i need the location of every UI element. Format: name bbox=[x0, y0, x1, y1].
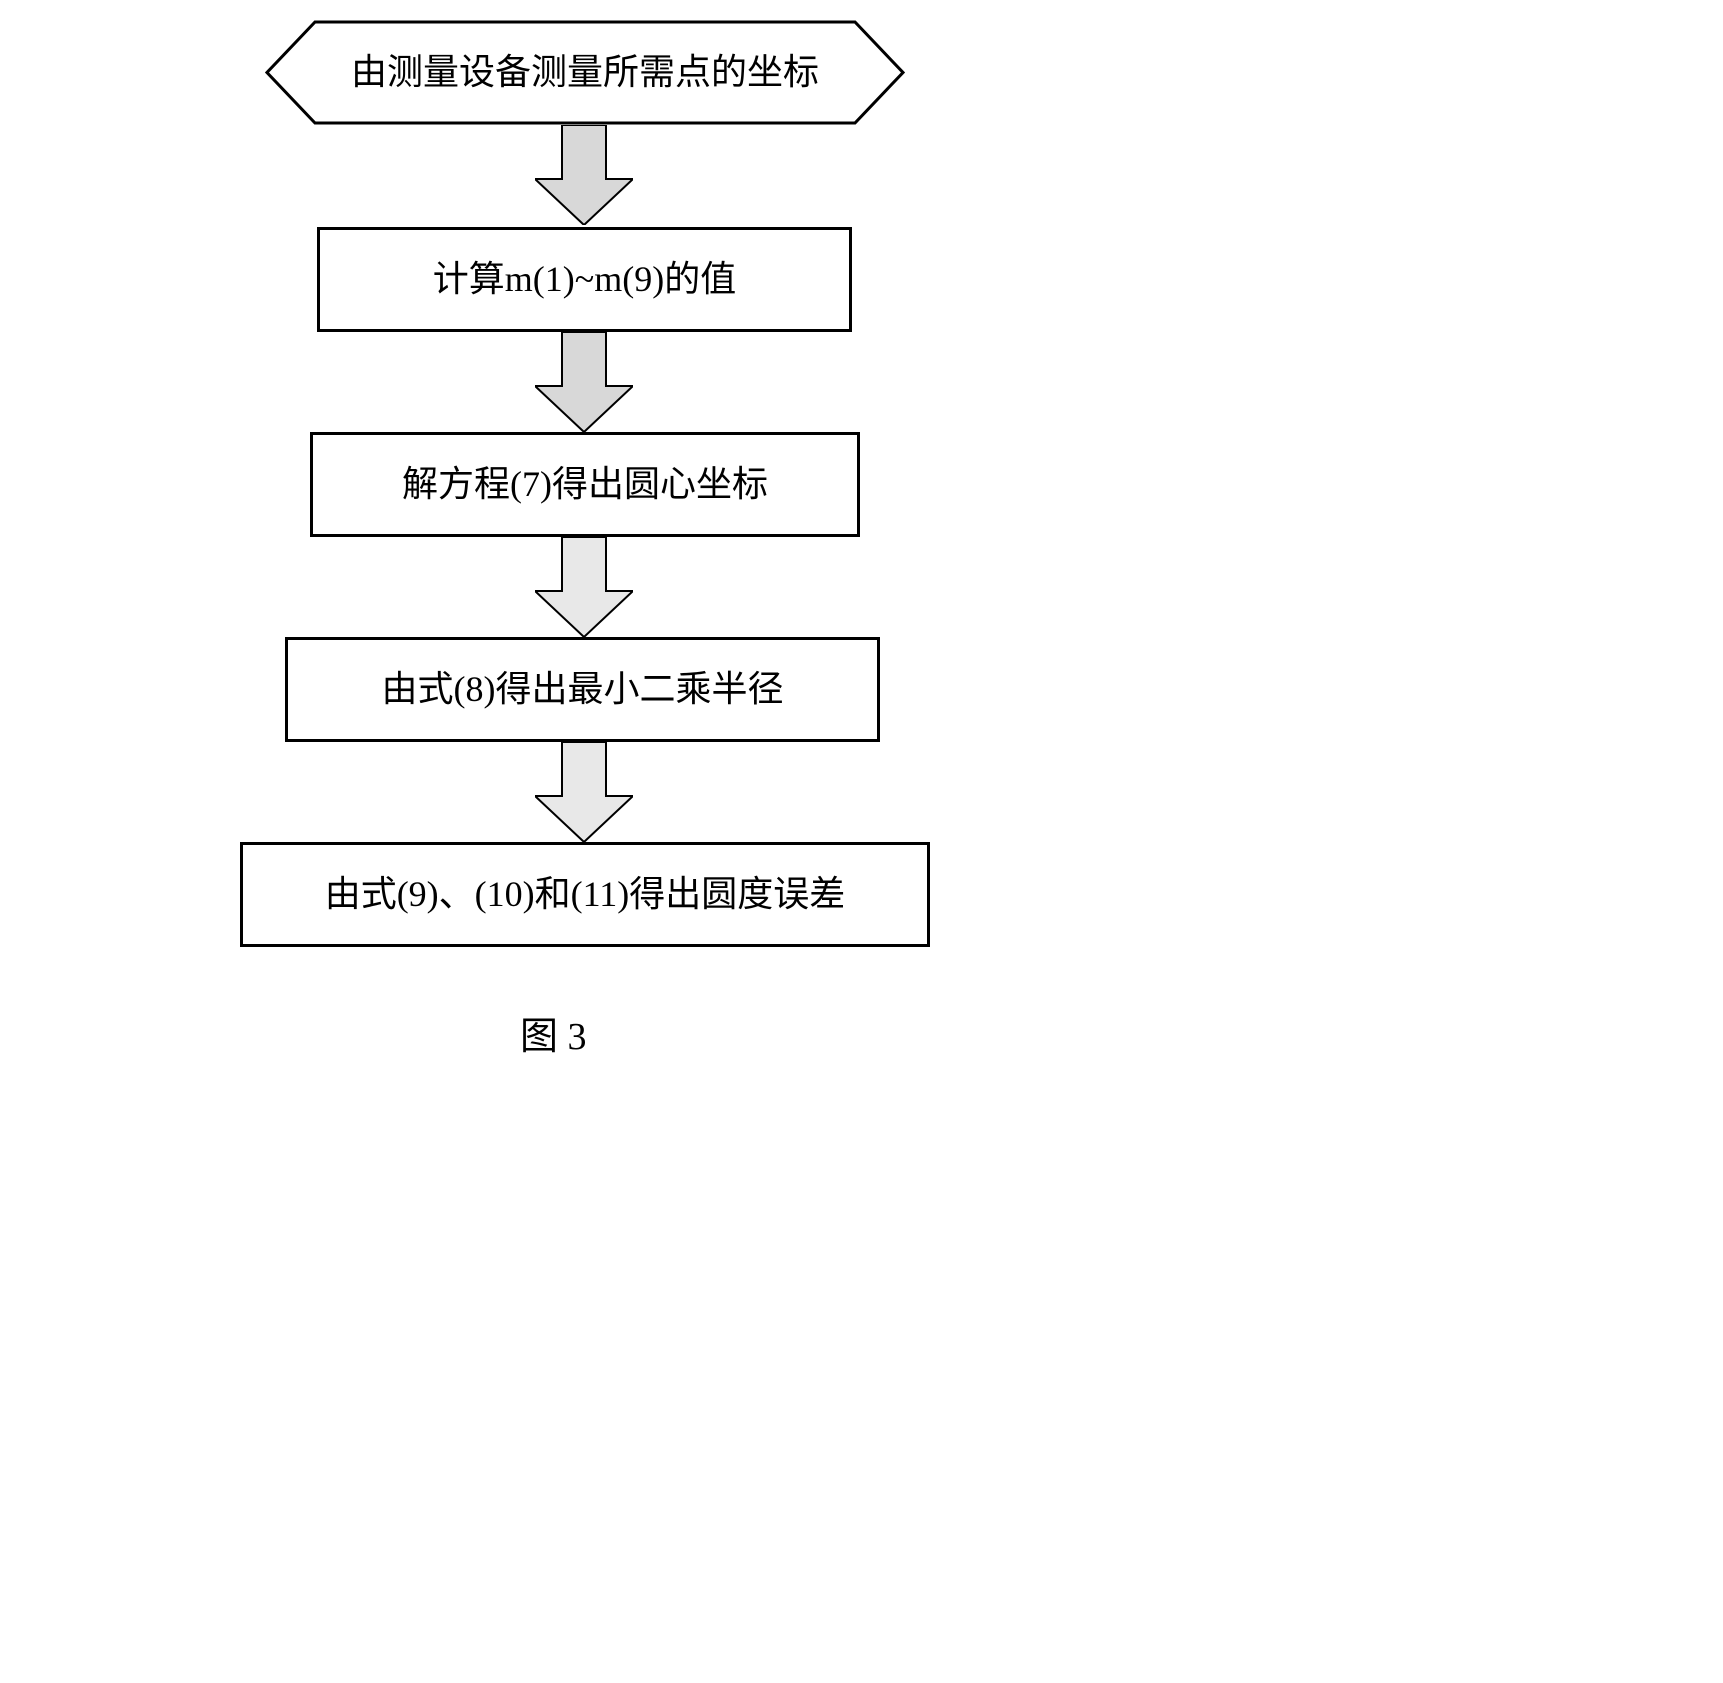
node-label: 解方程(7)得出圆心坐标 bbox=[402, 459, 768, 509]
caption-text: 图 3 bbox=[520, 1016, 587, 1058]
flowchart-node: 由式(8)得出最小二乘半径 bbox=[285, 637, 880, 742]
flowchart-node-start: 由测量设备测量所需点的坐标 bbox=[265, 20, 905, 125]
node-label: 由式(8)得出最小二乘半径 bbox=[382, 664, 784, 714]
figure-caption: 图 3 bbox=[520, 1005, 587, 1060]
flowchart-node: 计算m(1)~m(9)的值 bbox=[317, 227, 852, 332]
flowchart-arrow bbox=[535, 742, 633, 842]
flowchart-arrow bbox=[535, 537, 633, 637]
node-label: 由测量设备测量所需点的坐标 bbox=[351, 47, 819, 97]
flowchart-container: 由测量设备测量所需点的坐标 计算m(1)~m(9)的值 解方程(7)得出圆心坐标… bbox=[0, 0, 1723, 20]
flowchart-node: 由式(9)、(10)和(11)得出圆度误差 bbox=[240, 842, 930, 947]
flowchart-arrow bbox=[535, 125, 633, 225]
flowchart-arrow bbox=[535, 332, 633, 432]
flowchart-node: 解方程(7)得出圆心坐标 bbox=[310, 432, 860, 537]
node-label: 计算m(1)~m(9)的值 bbox=[433, 254, 736, 304]
node-label: 由式(9)、(10)和(11)得出圆度误差 bbox=[325, 869, 846, 919]
